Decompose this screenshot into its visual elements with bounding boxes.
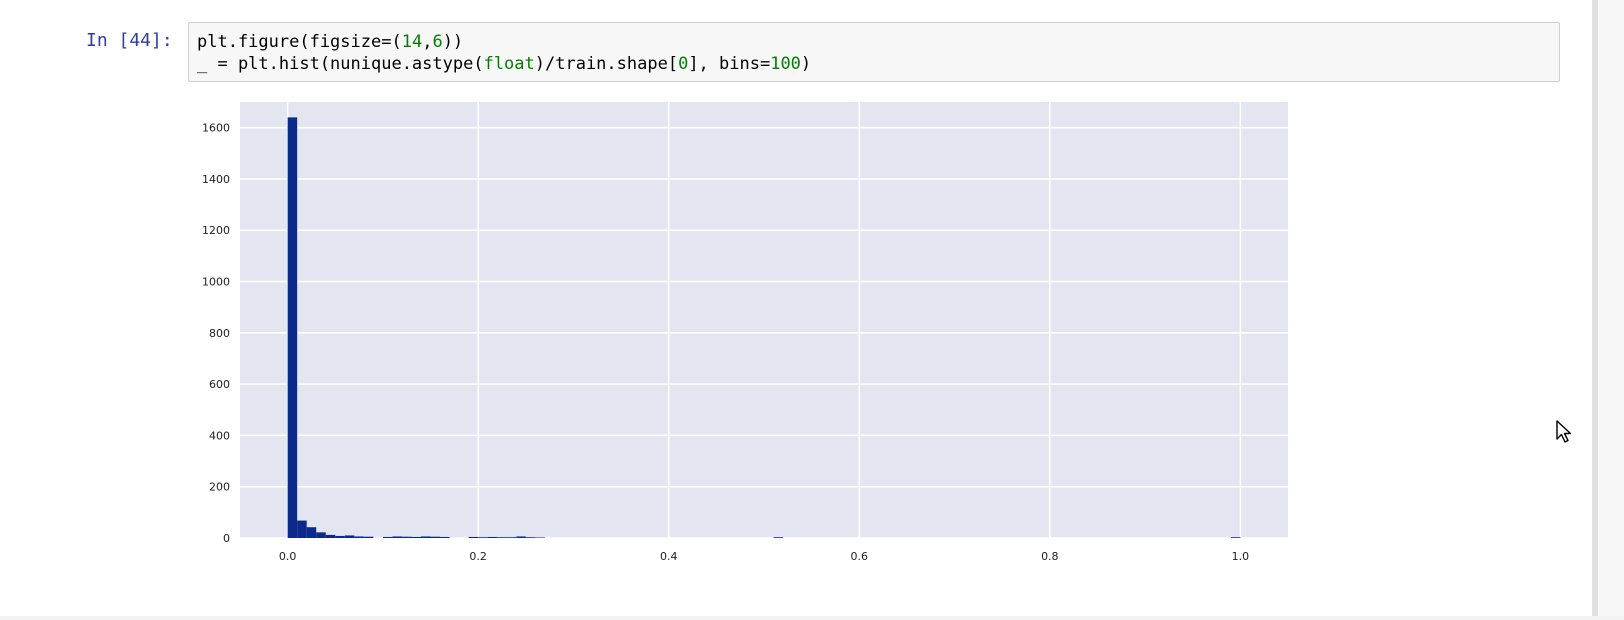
y-tick-label: 0 [223,532,230,545]
histogram-bar [401,536,412,538]
code-line-2: _ = plt.hist(nunique.astype(float)/train… [197,53,1551,75]
notebook-area: In [44]: plt.figure(figsize=(14,6)) _ = … [0,0,1592,616]
code-number: 0 [678,54,689,74]
code-number: 100 [770,54,801,74]
histogram-bar [297,520,307,538]
x-tick-label: 1.0 [1232,550,1250,563]
x-tick-label: 0.0 [279,550,297,563]
histogram-bar [440,536,450,538]
histogram-bar [411,536,422,538]
cell-output: 0 200 400 600 800 1000 1200 1400 1600 0.0 0.2 0.4 0… [188,96,1388,616]
histogram-bar [525,537,536,538]
code-line-1: plt.figure(figsize=(14,6)) [197,31,1551,53]
y-tick-label: 1200 [202,224,230,237]
histogram-bar [516,536,526,538]
code-token: )) [442,32,464,52]
x-tick-label: 0.2 [469,550,487,563]
histogram-bar [287,117,298,538]
histogram-bar [506,537,517,538]
histogram-bars [287,117,1241,538]
code-token: plt.figure(figsize=( [197,32,402,52]
x-tick-label: 0.8 [1041,550,1059,563]
histogram-bar [421,536,431,538]
histogram-bar [430,536,441,538]
y-tick-label: 1600 [202,122,230,135]
histogram-bar [468,536,479,538]
code-number: 6 [432,32,443,52]
code-token: _ = plt.hist(nunique.astype( [197,54,484,74]
code-token: ) [800,54,812,74]
mouse-cursor-icon [1556,420,1572,443]
histogram-bar [382,536,393,538]
y-tick-label: 1000 [202,276,230,289]
histogram-bar [325,534,336,538]
histogram-bar [487,536,498,538]
x-tick-label: 0.6 [851,550,869,563]
plot-background [240,102,1288,538]
code-token: )/train.shape[ [534,54,679,74]
histogram-bar [354,536,364,538]
histogram-bar [535,537,545,538]
code-number: 14 [401,32,423,52]
y-tick-label: 200 [209,481,230,494]
y-tick-label: 800 [209,327,230,340]
cell-prompt: In [44]: [86,30,173,51]
histogram-bar [773,537,784,538]
code-cell-input[interactable]: plt.figure(figsize=(14,6)) _ = plt.hist(… [188,22,1560,82]
x-axis-ticks: 0.0 0.2 0.4 0.6 0.8 1.0 [279,550,1249,563]
y-tick-label: 600 [209,378,230,391]
window-gutter [1598,0,1624,616]
histogram-bar [316,532,326,538]
code-keyword: float [483,54,535,74]
x-tick-label: 0.4 [660,550,678,563]
histogram-bar [344,535,355,538]
histogram-bar [497,537,507,538]
y-axis-ticks: 0 200 400 600 800 1000 1200 1400 1600 [202,122,230,545]
code-token: ], bins= [688,54,771,74]
histogram-bar [306,527,317,538]
histogram-bar [1230,537,1241,538]
y-tick-label: 1400 [202,173,230,186]
grid-lines [240,102,1288,539]
histogram-bar [363,536,374,538]
scrollbar-track[interactable] [1592,0,1598,616]
histogram-bar [478,537,488,538]
code-token: , [422,32,433,52]
y-tick-label: 400 [209,429,230,442]
histogram-bar [335,535,345,538]
histogram-bar [392,536,402,538]
